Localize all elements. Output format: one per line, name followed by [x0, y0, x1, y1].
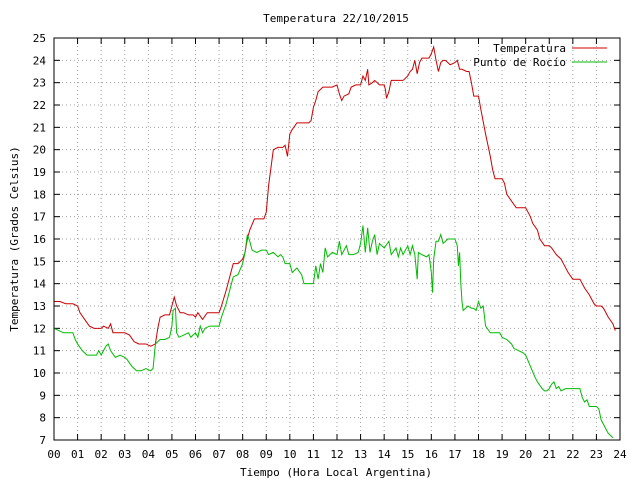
y-tick-label: 8 — [39, 412, 46, 425]
x-tick-label: 24 — [613, 448, 627, 461]
x-tick-label: 15 — [401, 448, 414, 461]
y-tick-label: 24 — [33, 54, 47, 67]
y-tick-label: 15 — [33, 255, 46, 268]
y-tick-label: 22 — [33, 99, 46, 112]
ticks: 00 01 02 03 04 05 06 07 08 09 10 11 12 13 14 15 16 17 18 19… — [33, 32, 627, 461]
y-axis-title: Temperatura (Grados Celsius) — [8, 146, 21, 331]
x-tick-label: 01 — [71, 448, 84, 461]
chart-title: Temperatura 22/10/2015 — [263, 12, 409, 25]
x-tick-label: 09 — [260, 448, 273, 461]
y-tick-label: 12 — [33, 322, 46, 335]
y-tick-label: 7 — [39, 434, 46, 447]
x-tick-label: 07 — [212, 448, 225, 461]
y-tick-label: 20 — [33, 144, 46, 157]
x-tick-label: 04 — [142, 448, 156, 461]
y-tick-label: 9 — [39, 389, 46, 402]
y-tick-label: 25 — [33, 32, 46, 45]
y-tick-label: 14 — [33, 278, 47, 291]
x-tick-label: 23 — [590, 448, 603, 461]
x-tick-label: 21 — [543, 448, 556, 461]
y-tick-label: 11 — [33, 345, 46, 358]
x-tick-label: 06 — [189, 448, 202, 461]
series-layer — [53, 44, 616, 439]
x-tick-label: 11 — [307, 448, 320, 461]
y-tick-label: 10 — [33, 367, 46, 380]
x-tick-label: 00 — [47, 448, 60, 461]
x-tick-label: 18 — [472, 448, 485, 461]
x-tick-label: 13 — [354, 448, 367, 461]
x-tick-label: 12 — [330, 448, 343, 461]
x-tick-label: 08 — [236, 448, 249, 461]
x-tick-label: 22 — [566, 448, 579, 461]
y-tick-label: 23 — [33, 77, 46, 90]
x-tick-label: 16 — [425, 448, 438, 461]
x-tick-label: 20 — [519, 448, 532, 461]
y-tick-label: 17 — [33, 211, 46, 224]
legend-label-dew-point: Punto de Rocío — [473, 56, 566, 69]
x-tick-label: 03 — [118, 448, 131, 461]
x-tick-label: 14 — [378, 448, 392, 461]
x-tick-label: 02 — [95, 448, 108, 461]
y-tick-label: 19 — [33, 166, 46, 179]
y-tick-label: 21 — [33, 121, 46, 134]
temperature-series-line — [54, 44, 616, 347]
x-tick-label: 19 — [495, 448, 508, 461]
y-tick-label: 16 — [33, 233, 46, 246]
y-tick-label: 18 — [33, 188, 46, 201]
x-axis-title: Tiempo (Hora Local Argentina) — [240, 466, 432, 479]
x-tick-label: 17 — [448, 448, 461, 461]
x-tick-label: 10 — [283, 448, 296, 461]
plot-frame — [53, 37, 621, 441]
grid — [54, 38, 620, 440]
x-tick-label: 05 — [165, 448, 178, 461]
dew-point-series-line — [53, 225, 614, 439]
y-tick-label: 13 — [33, 300, 46, 313]
legend-label-temperature: Temperatura — [493, 42, 566, 55]
